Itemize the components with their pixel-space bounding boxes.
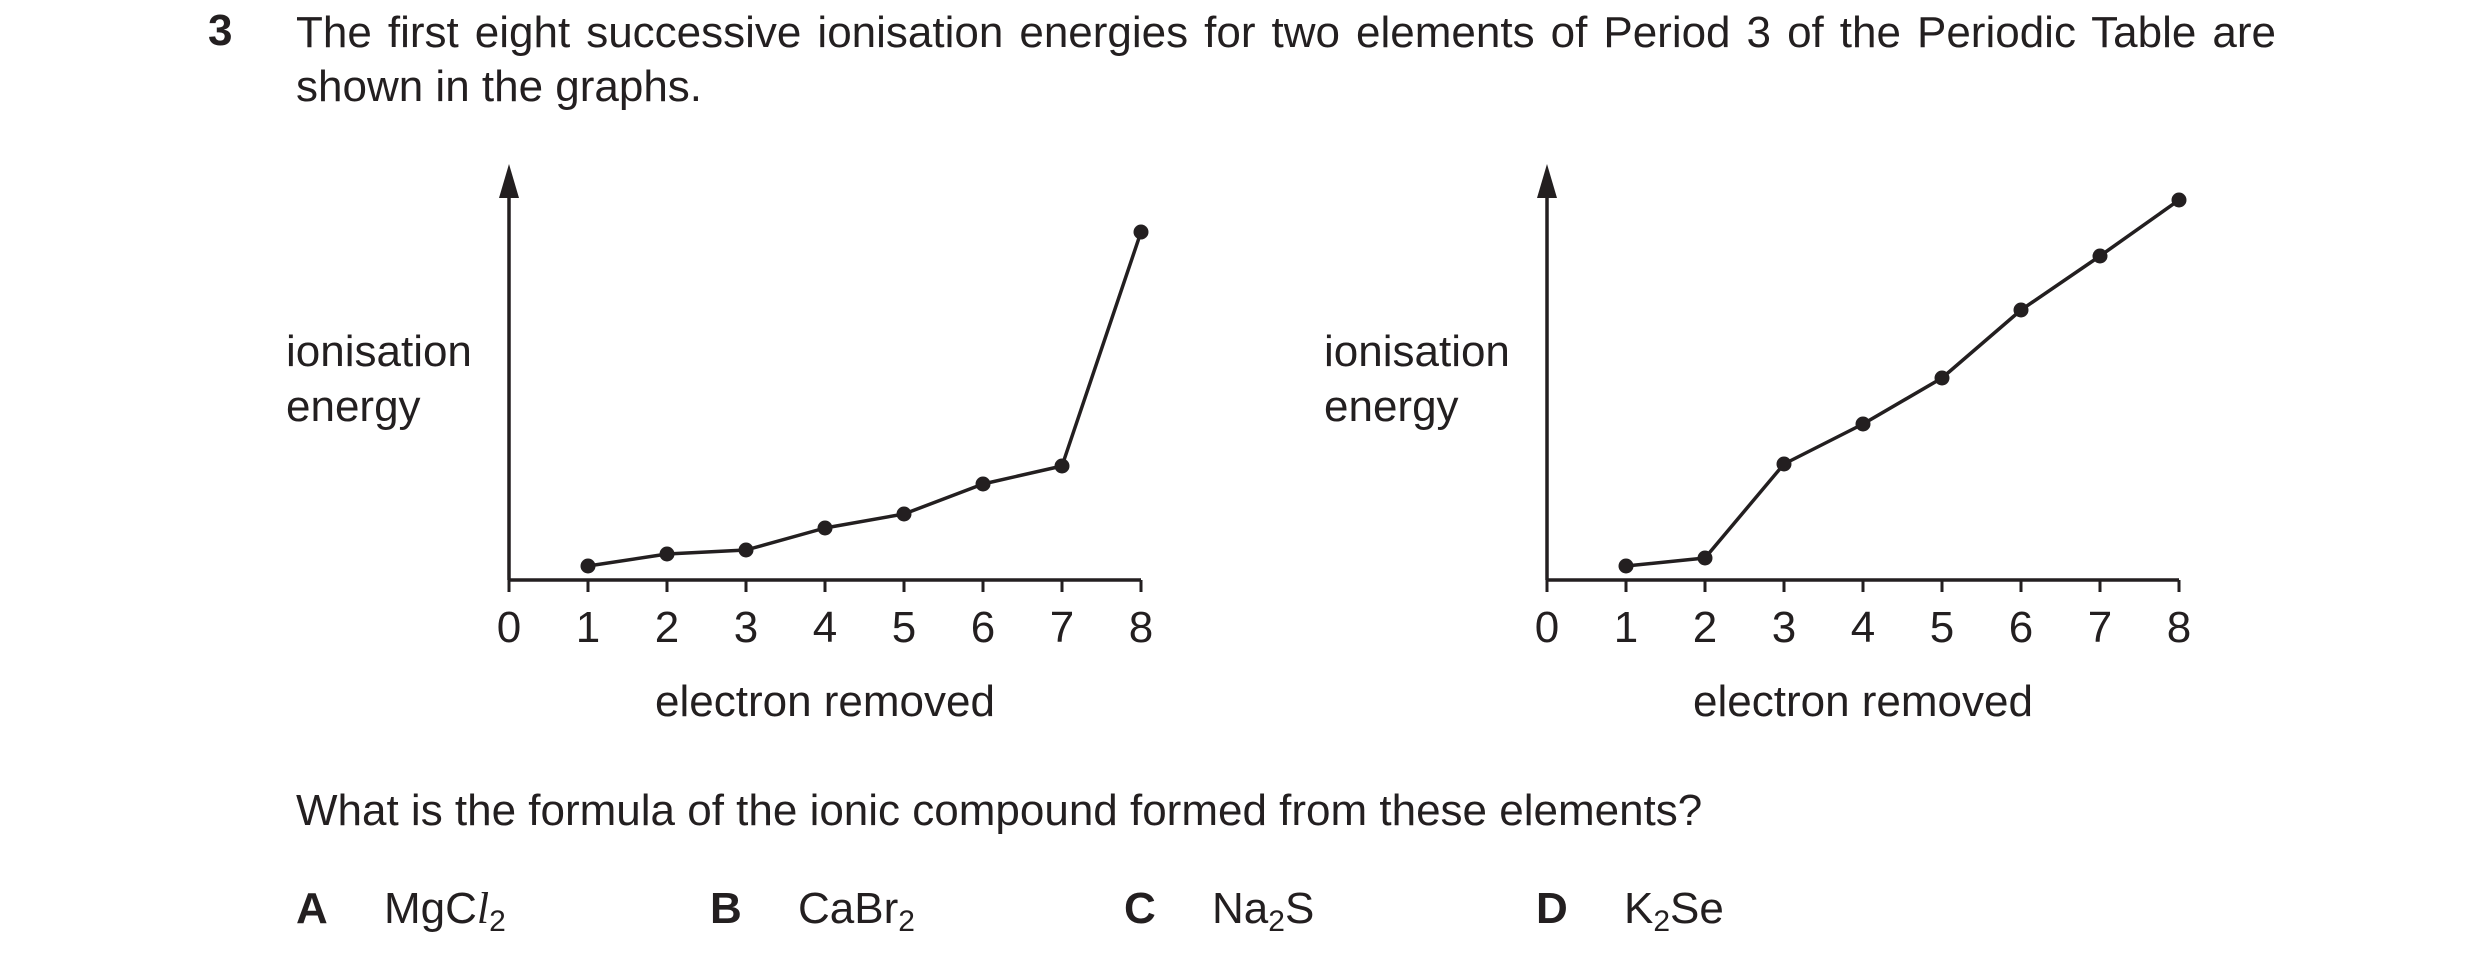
y-axis-label-line1: ionisation — [286, 327, 472, 376]
option-b-formula: CaBr2 — [798, 884, 915, 938]
data-point — [1054, 458, 1070, 474]
ionisation-energy-chart-left: 0 1 2 3 4 5 6 7 8 electron removed ionisation energ… — [286, 164, 1153, 726]
x-tick-label: 7 — [1050, 603, 1074, 652]
data-point — [817, 520, 833, 536]
option-c-letter: C — [1124, 884, 1156, 933]
data-point — [896, 506, 912, 522]
x-tick-label: 1 — [576, 603, 600, 652]
x-tick-label: 6 — [971, 603, 995, 652]
x-tick-label: 0 — [497, 603, 521, 652]
x-tick-label: 6 — [2009, 603, 2033, 652]
x-tick-label: 2 — [655, 603, 679, 652]
option-a-formula: MgCl2 — [384, 884, 506, 938]
question-stem: The first eight successive ionisation en… — [296, 8, 2276, 111]
data-point — [738, 542, 754, 558]
x-tick-label: 4 — [813, 603, 837, 652]
x-tick-label: 1 — [1614, 603, 1638, 652]
option-d[interactable]: D K2Se — [1536, 882, 1724, 938]
x-tick-label: 3 — [1772, 603, 1796, 652]
option-c[interactable]: C Na2S — [1124, 882, 1315, 938]
x-tick-label: 2 — [1693, 603, 1717, 652]
data-point — [2171, 192, 2187, 208]
x-axis-label: electron removed — [655, 677, 995, 726]
series-line — [1625, 198, 2181, 568]
data-point — [975, 476, 991, 492]
option-b[interactable]: B CaBr2 — [710, 882, 915, 938]
y-axis-label-line2: energy — [1324, 382, 1459, 431]
x-tick-label: 5 — [1930, 603, 1954, 652]
data-point — [580, 558, 596, 574]
option-b-letter: B — [710, 884, 742, 933]
x-tick-label: 0 — [1535, 603, 1559, 652]
data-point — [659, 546, 675, 562]
data-point — [1697, 550, 1713, 566]
question-number: 3 — [208, 6, 233, 55]
option-c-formula: Na2S — [1212, 884, 1315, 938]
x-tick-label: 7 — [2088, 603, 2112, 652]
data-point — [1133, 224, 1149, 240]
option-a-letter: A — [296, 884, 328, 933]
x-tick-label: 8 — [2167, 603, 2191, 652]
option-d-formula: K2Se — [1624, 884, 1724, 938]
x-tick-label: 8 — [1129, 603, 1153, 652]
data-point — [2013, 302, 2029, 318]
option-d-letter: D — [1536, 884, 1568, 933]
series-line — [587, 231, 1143, 568]
x-tick-label: 5 — [892, 603, 916, 652]
data-point — [1776, 456, 1792, 472]
x-tick-label: 4 — [1851, 603, 1875, 652]
question-prompt: What is the formula of the ionic compoun… — [296, 786, 1703, 835]
option-a[interactable]: A MgCl2 — [296, 882, 506, 938]
data-point — [1855, 416, 1871, 432]
x-tick-label: 3 — [734, 603, 758, 652]
data-point — [1618, 558, 1634, 574]
x-axis-label: electron removed — [1693, 677, 2033, 726]
data-point — [2092, 248, 2108, 264]
y-axis-label-line2: energy — [286, 382, 421, 431]
y-axis-arrow — [499, 164, 519, 198]
y-axis-label-line1: ionisation — [1324, 327, 1510, 376]
ionisation-energy-chart-right: 0 1 2 3 4 5 6 7 8 electron removed ionisation energ… — [1324, 164, 2191, 726]
y-axis-arrow — [1537, 164, 1557, 198]
data-point — [1934, 370, 1950, 386]
